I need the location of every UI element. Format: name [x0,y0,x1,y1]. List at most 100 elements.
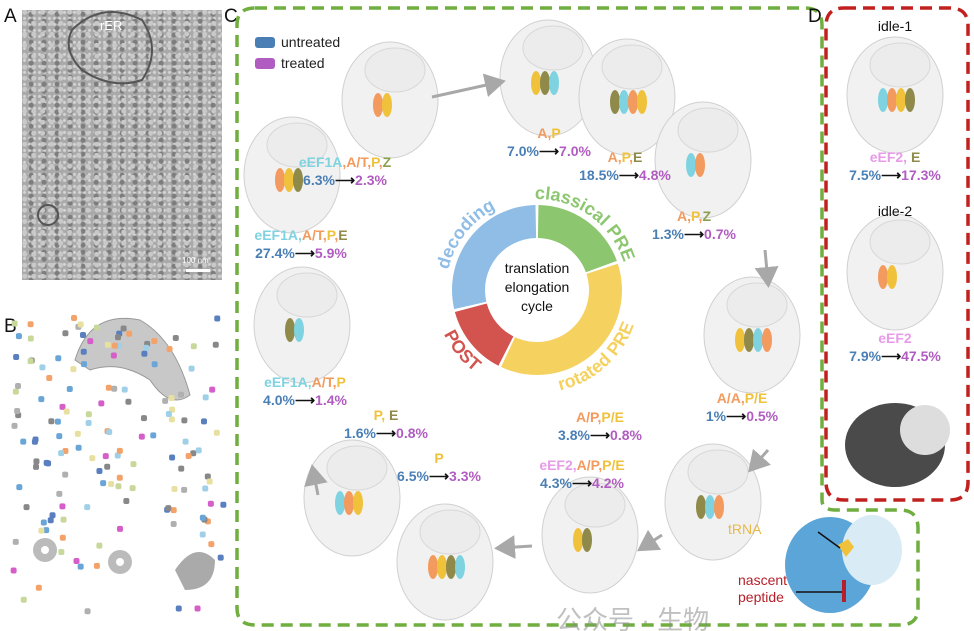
trna-density [373,93,383,117]
factor-label: P [551,125,561,141]
ribosome-particle [111,385,118,392]
factor-label: , [332,374,337,390]
ribosome-particle [125,398,132,405]
ribosome-particle [140,415,147,422]
ribosome-particle [62,471,69,478]
ribosome-structure [541,476,639,594]
factor-label: eEF2 [869,149,904,165]
cycle-segment [501,263,622,375]
ribosome-particle [85,420,92,427]
ribosome-particle [185,453,192,460]
legend-treated: treated [255,55,325,71]
treated-percent: 47.5% [901,348,941,364]
ribosome-particle [190,343,197,350]
factor-label: E [910,149,921,165]
factor-label: P [371,154,379,170]
ribosome-particle [48,418,55,425]
abundance-change: 1.3%⟶0.7% [652,225,736,243]
abundance-change: 7.9%⟶47.5% [849,347,941,365]
state-label: eEF1A,A/T,P,Z 6.3%⟶2.3% [299,153,391,189]
ribosome-particle [214,315,221,322]
abundance-change: 6.3%⟶2.3% [299,171,391,189]
untreated-percent: 7.5% [849,167,882,183]
ribosome-particle [143,344,150,351]
ribosome-structure [253,266,351,384]
ribosome-particle [74,430,81,437]
er-surface [74,317,191,401]
factor-label: P/E [601,409,625,425]
factor-label: , [617,149,622,165]
trna-density [335,491,345,515]
abundance-change: 1.6%⟶0.8% [344,424,428,442]
ribosome-particle [14,407,21,414]
trna-density [714,495,724,519]
ribosome-particle [59,403,66,410]
state-composition: eEF1A,A/T,P,Z [299,153,391,171]
ribosome-particle [208,541,215,548]
treated-percent: 7.0% [559,143,591,159]
factor-label: , [298,227,302,243]
scale-bar [186,269,210,272]
ribosome-particle [66,386,73,393]
untreated-percent: 27.4% [255,245,295,261]
untreated-percent: 1.6% [344,425,376,441]
ribosome-particle [27,321,34,328]
ribosome-particle [46,375,53,382]
state-composition: eEF2 [849,329,941,347]
state-label: eEF2,A/P,P/E 4.3%⟶4.2% [539,456,624,492]
trna-density [762,328,772,352]
ribosome-particle [206,478,213,485]
ribosome-structure [654,101,752,219]
arrow-right-icon: ⟶ [428,468,450,484]
treated-percent: 17.3% [901,167,941,183]
arrow [494,535,533,560]
factor-label: , [903,149,911,165]
treated-percent: 2.3% [355,172,387,188]
scale-label: 100 nm [182,256,209,265]
state-label: eEF1A,A/T,P 4.0%⟶1.4% [263,373,347,409]
state-label: A/A,P/E 1%⟶0.5% [706,389,778,425]
factor-label: P/E [602,457,625,473]
arrow [304,464,328,496]
trna-density [573,528,583,552]
ribosome-particle [105,384,112,391]
ribosome-particle [199,531,206,538]
ribosome-particle [58,549,65,556]
trna-density [695,153,705,177]
ribosome-particle [217,554,224,561]
ribosome-particle [100,480,107,487]
state-composition: A/A,P/E [706,389,778,407]
factor-label: , [381,407,389,423]
trna-density [628,90,638,114]
factor-label: P [326,227,335,243]
ribosome-particle [96,467,103,474]
ribosome-particle [35,584,42,591]
panel-label-d: D [808,6,822,27]
trna-density [878,265,888,289]
untreated-percent: 4.0% [263,392,295,408]
center-line: cycle [521,298,553,314]
factor-label: P/E [744,390,768,406]
ribosome-particle [202,394,209,401]
ribosome-particle [181,486,188,493]
ribosome-particle [204,473,211,480]
ribosome-particle [102,453,109,460]
ribosome-particle [54,418,61,425]
ribosome-particle [80,348,87,355]
factor-label: , [597,409,602,425]
trna-density [275,168,285,192]
state-label: A/P,P/E 3.8%⟶0.8% [558,408,642,444]
arrow-right-icon: ⟶ [294,392,316,408]
state-label: eEF2 7.9%⟶47.5% [849,329,941,365]
factor-label: A/T [311,374,333,390]
ribosome-particle [81,361,88,368]
ribosome-particle [104,341,111,348]
state-label: eEF2, E 7.5%⟶17.3% [849,148,941,184]
ribosome-particle [116,525,123,532]
ribosome-particle [130,461,137,468]
ribosome-particle [115,483,122,490]
trna-density [753,328,763,352]
